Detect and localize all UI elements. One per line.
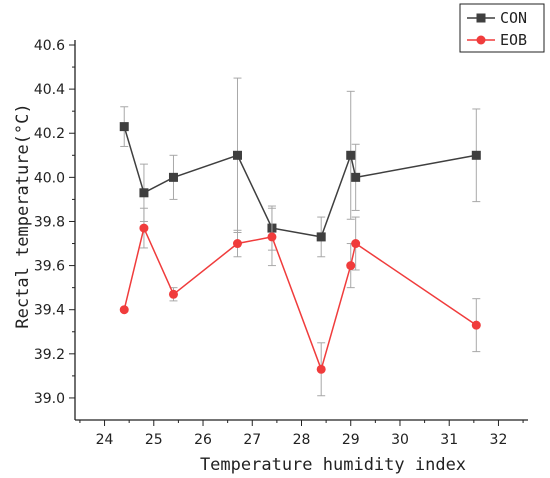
data-point (232, 150, 242, 160)
data-point (232, 239, 242, 249)
legend-marker (476, 13, 486, 23)
x-tick-label: 27 (243, 432, 261, 448)
y-tick-label: 39.8 (34, 214, 65, 230)
y-tick-label: 40.4 (34, 82, 65, 98)
data-point (168, 172, 178, 182)
data-point (267, 232, 277, 242)
y-tick-label: 39.2 (34, 347, 65, 363)
series-eob (119, 207, 481, 397)
tick-labels: 24 25 26 27 28 29 30 31 32 39.0 39.2 39.4 39.6 39.8 40… (34, 38, 508, 448)
x-tick-label: 32 (490, 432, 508, 448)
x-axis-title: Temperature humidity index (200, 455, 466, 475)
y-tick-label: 40.0 (34, 170, 65, 186)
x-tick-label: 28 (293, 432, 311, 448)
data-point (119, 305, 129, 315)
data-point (346, 261, 356, 271)
series-con (119, 77, 481, 258)
legend-item-con: CON (467, 9, 527, 27)
data-point (351, 172, 361, 182)
y-tick-label: 39.4 (34, 303, 65, 319)
legend-box (459, 3, 545, 53)
data-point (119, 122, 129, 132)
data-point (316, 232, 326, 242)
tick-marks (69, 44, 524, 426)
data-point (471, 320, 481, 330)
legend-label: EOB (500, 31, 527, 49)
data-point (316, 364, 326, 374)
x-tick-label: 25 (145, 432, 163, 448)
x-tick-label: 29 (342, 432, 360, 448)
legend-item-eob: EOB (467, 31, 527, 49)
data-point (351, 239, 361, 249)
x-tick-label: 31 (440, 432, 458, 448)
data-point (139, 223, 149, 233)
y-tick-label: 40.2 (34, 126, 65, 142)
x-tick-label: 24 (96, 432, 114, 448)
x-tick-label: 26 (194, 432, 212, 448)
data-point (471, 150, 481, 160)
y-tick-label: 39.6 (34, 259, 65, 275)
y-tick-label: 40.6 (34, 38, 65, 54)
x-tick-label: 30 (391, 432, 409, 448)
y-axis-title: Rectal temperature(°C) (13, 103, 33, 328)
series-layer (119, 77, 481, 397)
data-point (139, 188, 149, 198)
y-tick-label: 39.0 (34, 391, 65, 407)
legend-marker (476, 35, 486, 45)
legend-label: CON (500, 9, 527, 27)
series-line (123, 225, 477, 372)
legend: CON EOB (459, 3, 545, 53)
data-point (168, 289, 178, 299)
data-point (346, 150, 356, 160)
